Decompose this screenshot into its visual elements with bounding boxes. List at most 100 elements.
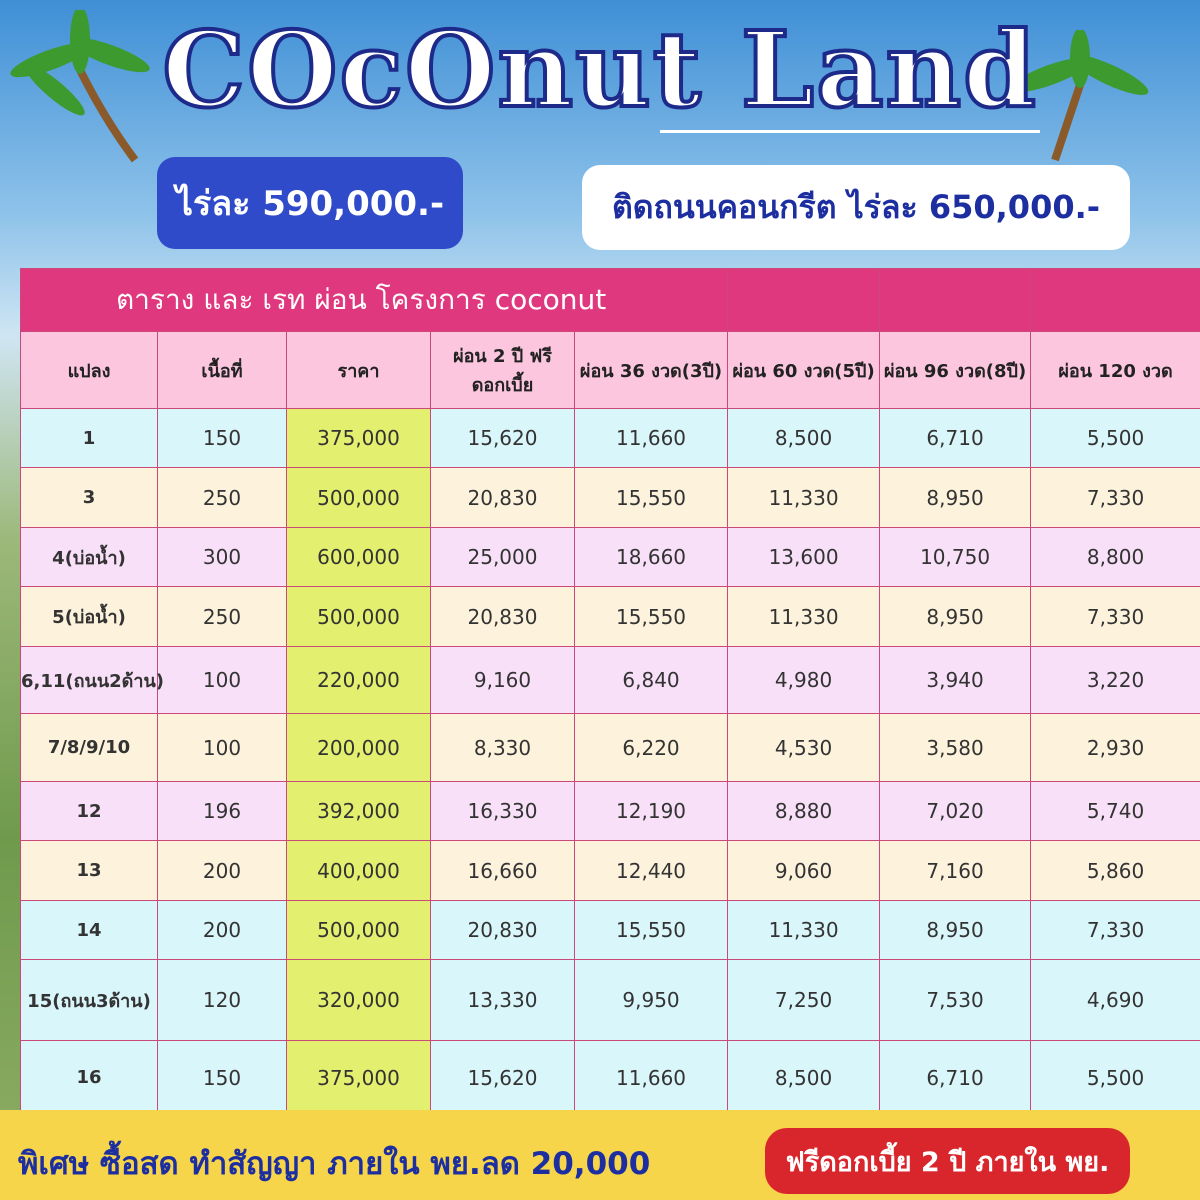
cell: 3,580 [879, 713, 1032, 782]
cell: 8,800 [1030, 527, 1200, 587]
plot-cell: 16 [20, 1040, 158, 1115]
cell: 7,330 [1030, 467, 1200, 528]
cell: 18,660 [573, 527, 729, 587]
price-badge: ไร่ละ 590,000.- [157, 157, 463, 249]
cell: 16,330 [430, 781, 575, 841]
price-cell: 400,000 [286, 840, 431, 901]
table-row: 3 250 500,000 20,830 15,550 11,330 8,950 7,330 [20, 467, 1200, 528]
cell: 11,330 [727, 586, 881, 647]
cell: 150 [157, 1040, 287, 1115]
cell: 11,660 [573, 1040, 729, 1115]
cell: 200 [157, 840, 287, 901]
price-cell: 500,000 [286, 586, 431, 647]
plot-cell: 5(บ่อน้ำ) [20, 586, 158, 647]
cell: 7,330 [1030, 586, 1200, 647]
cell [879, 268, 1032, 332]
cell: 6,710 [879, 1040, 1032, 1115]
cell: 9,060 [727, 840, 881, 901]
cell: 7,530 [879, 959, 1032, 1041]
price-cell: 220,000 [286, 646, 431, 714]
column-header: ผ่อน 36 งวด(3ปี) [573, 331, 729, 409]
cell: 8,330 [430, 713, 575, 782]
cell: 5,860 [1030, 840, 1200, 901]
price-cell: 500,000 [286, 900, 431, 960]
palm-left [10, 10, 150, 163]
table-row: 12 196 392,000 16,330 12,190 8,880 7,020 5,740 [20, 781, 1200, 841]
price-table: ตาราง และ เรท ผ่อน โครงการ coconut แปลงเ… [19, 268, 1200, 1115]
cell: 3,220 [1030, 646, 1200, 714]
plot-cell: 1 [20, 408, 158, 468]
cell: 150 [157, 408, 287, 468]
cell: 11,330 [727, 467, 881, 528]
cell: 4,980 [727, 646, 881, 714]
header-row: แปลง เนื้อที่ ราคา ผ่อน 2 ปี ฟรี ดอกเบี้ย ผ่… [20, 331, 1200, 409]
cell: 8,500 [727, 408, 881, 468]
cell: 15,550 [573, 467, 729, 528]
concrete-badge: ติดถนนคอนกรีต ไร่ละ 650,000.- [582, 165, 1130, 250]
plot-cell: 6,11(ถนน2ด้าน) [20, 646, 164, 714]
cell: 13,600 [727, 527, 881, 587]
cell: 4,690 [1030, 959, 1200, 1041]
plot-cell: 15(ถนน3ด้าน) [20, 959, 158, 1041]
cell: 200 [157, 900, 287, 960]
cell: 11,660 [573, 408, 729, 468]
cell: 25,000 [430, 527, 575, 587]
cell: 20,830 [430, 467, 575, 528]
cell: 9,160 [430, 646, 575, 714]
cell: 300 [157, 527, 287, 587]
table-row: 1 150 375,000 15,620 11,660 8,500 6,710 5,500 [20, 408, 1200, 468]
cell: 4,530 [727, 713, 881, 782]
cell: 250 [157, 586, 287, 647]
cell: 7,020 [879, 781, 1032, 841]
cell: 20,830 [430, 900, 575, 960]
cell: 2,930 [1030, 713, 1200, 782]
table-row: 15(ถนน3ด้าน) 120 320,000 13,330 9,950 7,250 7,… [20, 959, 1200, 1041]
cell: 16,660 [430, 840, 575, 901]
plot-cell: 4(บ่อน้ำ) [20, 527, 158, 587]
column-header: ผ่อน 96 งวด(8ปี) [879, 331, 1032, 409]
table-title: ตาราง และ เรท ผ่อน โครงการ coconut [19, 268, 729, 332]
cell: 250 [157, 467, 287, 528]
cell: 15,550 [573, 586, 729, 647]
column-header: ผ่อน 2 ปี ฟรี ดอกเบี้ย [430, 331, 575, 409]
table-row: 5(บ่อน้ำ) 250 500,000 20,830 15,550 11,330 8,9… [20, 586, 1200, 647]
cell: 12,440 [573, 840, 729, 901]
palm-right [1010, 30, 1149, 162]
price-cell: 375,000 [286, 408, 431, 468]
column-header: ราคา [286, 331, 431, 409]
plot-cell: 14 [20, 900, 158, 960]
cell: 10,750 [879, 527, 1032, 587]
promo-text: พิเศษ ซื้อสด ทำสัญญา ภายใน พย.ลด 20,000 [18, 1146, 651, 1182]
table-row: 6,11(ถนน2ด้าน) 100 220,000 9,160 6,840 4,980 3… [20, 646, 1200, 714]
cell: 5,500 [1030, 408, 1200, 468]
free-interest-badge: ฟรีดอกเบี้ย 2 ปี ภายใน พย. [765, 1128, 1130, 1194]
table-row: 4(บ่อน้ำ) 300 600,000 25,000 18,660 13,600 10,… [20, 527, 1200, 587]
plot-cell: 13 [20, 840, 158, 901]
price-cell: 320,000 [286, 959, 431, 1041]
cell: 100 [157, 713, 287, 782]
cell: 12,190 [573, 781, 729, 841]
title-underline [660, 130, 1040, 133]
cell: 11,330 [727, 900, 881, 960]
cell: 8,880 [727, 781, 881, 841]
cell: 15,620 [430, 1040, 575, 1115]
plot-cell: 7/8/9/10 [20, 713, 158, 782]
cell: 8,950 [879, 900, 1032, 960]
price-cell: 500,000 [286, 467, 431, 528]
table-row: 13 200 400,000 16,660 12,440 9,060 7,160 5,860 [20, 840, 1200, 901]
cell: 8,950 [879, 467, 1032, 528]
cell: 20,830 [430, 586, 575, 647]
column-header: ผ่อน 60 งวด(5ปี) [727, 331, 881, 409]
cell: 9,950 [573, 959, 729, 1041]
table-row: 7/8/9/10 100 200,000 8,330 6,220 4,530 3,580 2,… [20, 713, 1200, 782]
cell: 120 [157, 959, 287, 1041]
cell [1030, 268, 1200, 332]
cell: 6,840 [573, 646, 729, 714]
table-row: 14 200 500,000 20,830 15,550 11,330 8,950 7,330 [20, 900, 1200, 960]
column-header: แปลง [20, 331, 158, 409]
column-header: ผ่อน 120 งวด [1030, 331, 1200, 409]
table-row: 16 150 375,000 15,620 11,660 8,500 6,710 5,500 [20, 1040, 1200, 1115]
cell [727, 268, 881, 332]
cell: 15,550 [573, 900, 729, 960]
title: COcOnut Land [160, 6, 1038, 133]
